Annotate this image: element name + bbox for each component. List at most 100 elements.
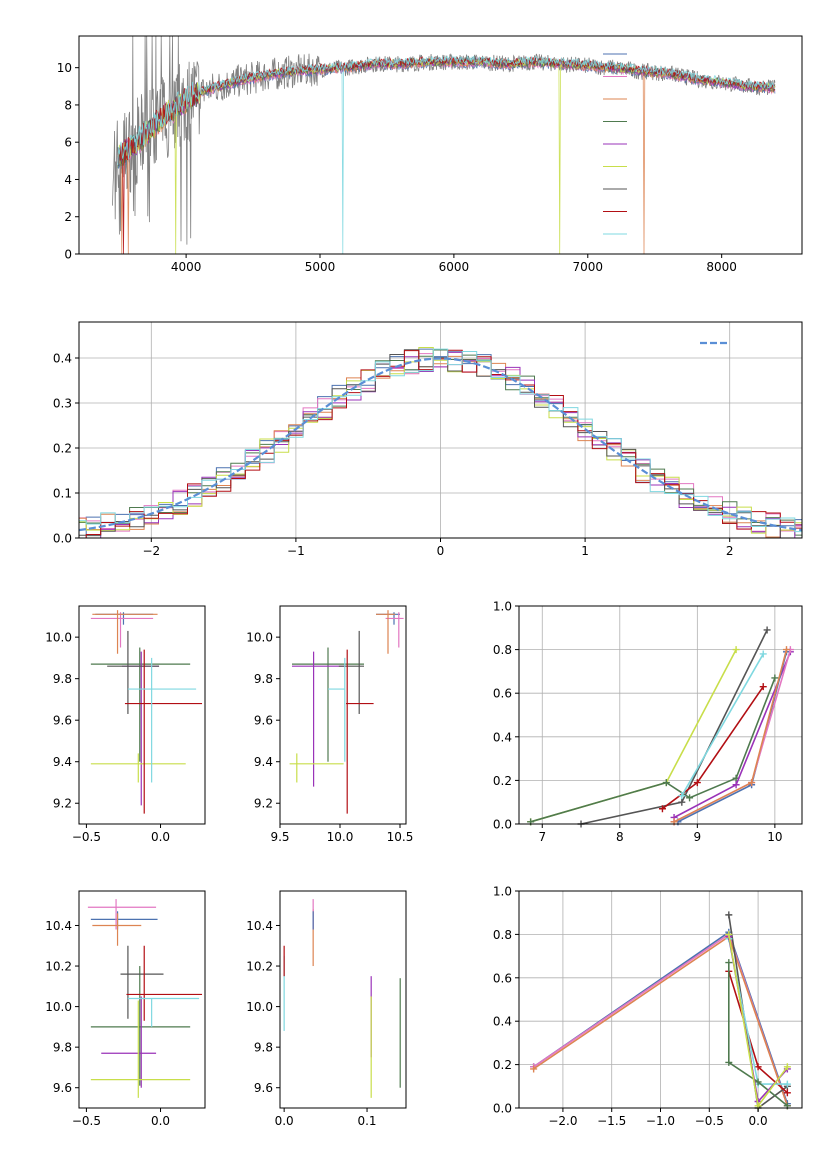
- chart-age_vs_Z: −0.5 0.0 9.2 9.4 9.6 9.8 10.0: [45, 605, 206, 844]
- y-tick-label: 10: [57, 61, 72, 75]
- weight-point-chabrier_elodie: [725, 1058, 733, 1066]
- y-tick-label: 10.4: [45, 919, 72, 933]
- y-tick-label: 9.6: [53, 714, 72, 728]
- weight-point-chabrier_stelib: [725, 911, 733, 919]
- weight-point-kroupa_miles: [530, 1065, 538, 1073]
- y-tick-label: 10.0: [45, 631, 72, 645]
- y-tick-label: 9.6: [254, 1081, 273, 1095]
- weight-point-kroupa_stelib: [678, 792, 686, 800]
- y-tick-label: 9.2: [254, 797, 273, 811]
- model-spectrum-line-kroupa_stelib: [117, 54, 776, 254]
- x-tick-label: −0.5: [695, 1114, 724, 1128]
- x-tick-label: −1.0: [646, 1114, 675, 1128]
- x-tick-label: −0.5: [72, 1114, 101, 1128]
- x-tick-label: 2: [726, 544, 734, 558]
- model-spectrum-line-salpeter_elodie: [117, 57, 776, 165]
- weight-point-kroupa_elodie: [725, 930, 733, 938]
- y-tick-label: 1.0: [493, 600, 512, 614]
- weight-line-chabrier_elodie: [530, 677, 776, 823]
- y-tick-label: 0.0: [53, 532, 72, 546]
- weight-point-kroupa_stelib: [783, 1080, 791, 1088]
- weight-point-salpeter_stelib: [754, 1063, 762, 1071]
- x-tick-label: 1: [581, 544, 589, 558]
- x-tick-label: 7: [538, 830, 546, 844]
- weight-point-chabrier_elodie: [725, 959, 733, 967]
- model-spectrum-line-salpeter_stelib: [117, 55, 775, 254]
- plot-area: [87, 899, 203, 1098]
- x-tick-label: 0: [437, 544, 445, 558]
- y-tick-label: 10.2: [246, 960, 273, 974]
- y-tick-label: 2: [64, 210, 72, 224]
- axes-frame: [279, 605, 407, 825]
- legend: [603, 53, 627, 235]
- model-spectrum-line-chabrier_stelib: [117, 56, 776, 166]
- y-tick-label: 10.0: [45, 1000, 72, 1014]
- y-tick-label: 4: [64, 173, 72, 187]
- chart-mass_vs_Z: −0.5 0.0 9.6 9.8 10.0 10.2 10.4: [45, 890, 206, 1128]
- chart-spectrum: 4000 5000 6000 7000 8000 0 2 4 6 8 10: [57, 35, 803, 274]
- y-tick-label: 0.3: [53, 397, 72, 411]
- chart-weight_vs_Z: −2.0 −1.5 −1.0 −0.5 0.0 0.0 0.2 0.4 0.6 0.8 1.0: [493, 885, 803, 1128]
- y-tick-label: 8: [64, 98, 72, 112]
- x-tick-label: 8000: [706, 260, 737, 274]
- axes-frame: [518, 605, 803, 825]
- y-tick-label: 0.1: [53, 487, 72, 501]
- x-tick-label: 0.0: [749, 1114, 768, 1128]
- weight-line-chabrier_stelib: [580, 629, 768, 825]
- y-tick-label: 9.8: [53, 672, 72, 686]
- weight-point-chabrier_stelib: [763, 626, 771, 634]
- axes-frame: [78, 35, 803, 255]
- y-tick-label: 0: [64, 248, 72, 262]
- chart-weight_vs_age: 7 8 9 10 0.0 0.2 0.4 0.6 0.8 1.0: [493, 600, 803, 844]
- y-tick-label: 6: [64, 136, 72, 150]
- y-tick-label: 0.6: [493, 687, 512, 701]
- x-tick-label: −1: [287, 544, 305, 558]
- weight-point-kroupa_elodie: [732, 646, 740, 654]
- weight-point-chabrier_elodie: [754, 1078, 762, 1086]
- x-tick-label: 8: [616, 830, 624, 844]
- x-tick-label: 10: [767, 830, 782, 844]
- weight-point-chabrier_stelib: [678, 798, 686, 806]
- y-tick-label: 10.4: [246, 919, 273, 933]
- x-tick-label: −1.5: [597, 1114, 626, 1128]
- plot-area: [289, 610, 404, 814]
- y-tick-label: 0.4: [53, 352, 72, 366]
- y-tick-label: 9.8: [53, 1041, 72, 1055]
- weight-point-chabrier_elodie: [662, 779, 670, 787]
- x-tick-label: 0.0: [151, 830, 170, 844]
- y-tick-label: 9.4: [53, 755, 72, 769]
- chart-mass_vs_EBV: 0.0 0.1 9.6 9.8 10.0 10.2 10.4: [246, 890, 407, 1128]
- x-tick-label: 9.5: [270, 830, 289, 844]
- weight-point-kroupa_miles: [748, 779, 756, 787]
- y-tick-label: 0.2: [493, 1058, 512, 1072]
- plot-area: [79, 347, 802, 538]
- y-tick-label: 9.6: [53, 1081, 72, 1095]
- weight-point-salpeter_stelib: [783, 1089, 791, 1097]
- x-tick-label: 10.5: [387, 830, 414, 844]
- x-tick-label: 0.1: [357, 1114, 376, 1128]
- y-tick-label: 9.2: [53, 797, 72, 811]
- y-tick-label: 0.4: [493, 1015, 512, 1029]
- axes-frame: [78, 605, 206, 825]
- y-tick-label: 0.8: [493, 928, 512, 942]
- axes-frame: [279, 890, 407, 1109]
- x-tick-label: 4000: [171, 260, 202, 274]
- weight-point-chabrier_elodie: [686, 794, 694, 802]
- y-tick-label: 9.6: [254, 714, 273, 728]
- y-tick-label: 0.0: [493, 818, 512, 832]
- model-spectrum-line-kroupa_elodie: [117, 56, 776, 254]
- weight-point-kroupa_stelib: [759, 650, 767, 658]
- x-tick-label: 9: [694, 830, 702, 844]
- x-tick-label: −2.0: [548, 1114, 577, 1128]
- weight-line-kroupa_elodie: [530, 649, 737, 823]
- x-tick-label: 10.0: [327, 830, 354, 844]
- chart-residuals: −2 −1 0 1 2 0.0 0.1 0.2 0.3 0.4: [53, 321, 803, 558]
- plot-area: [283, 899, 401, 1098]
- weight-point-kroupa_elodie: [783, 1063, 791, 1071]
- y-tick-label: 0.4: [493, 730, 512, 744]
- histogram-kroupa_elodie: [79, 347, 802, 534]
- y-tick-label: 0.6: [493, 971, 512, 985]
- y-tick-label: 9.8: [254, 672, 273, 686]
- y-tick-label: 10.2: [45, 960, 72, 974]
